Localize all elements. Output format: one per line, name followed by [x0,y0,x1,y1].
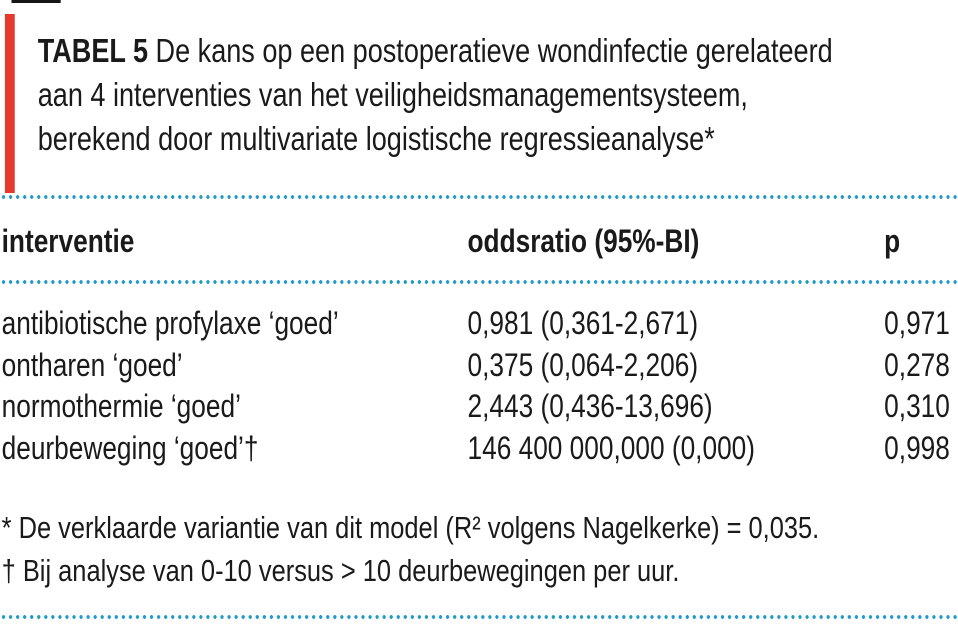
cell-p: 0,310 [884,388,950,424]
header-interventie: interventie [1,223,135,259]
cell-oddsratio: 146 400 000,000 (0,000) [467,429,756,466]
header-p: p [884,223,901,259]
dotted-divider-header [0,279,958,285]
cell-interventie: normothermie ‘goed’ [1,388,241,424]
header-oddsratio: oddsratio (95%-BI) [467,223,700,259]
cell-oddsratio: 0,981 (0,361-2,671) [467,305,699,341]
table-row: normothermie ‘goed’ 2,443 (0,436-13,696)… [0,390,958,432]
cell-p: 0,278 [884,346,950,383]
cell-oddsratio: 2,443 (0,436-13,696) [467,388,713,424]
table-row: deurbeweging ‘goed’† 146 400 000,000 (0,… [0,432,958,474]
table-row: antibiotische profylaxe ‘goed’ 0,981 (0,… [0,307,958,349]
cell-interventie: deurbeweging ‘goed’† [1,429,259,466]
table-body: antibiotische profylaxe ‘goed’ 0,981 (0,… [0,307,958,473]
title-line-3: berekend door multivariate logistische r… [37,120,715,157]
table-header-row: interventie oddsratio (95%-BI) p [0,225,958,259]
footnote-variance: * De verklaarde variantie van dit model … [1,510,820,545]
title-accent-bar [4,14,15,193]
title-line-1: De kans op een postoperatieve wondinfect… [155,32,833,69]
cell-oddsratio: 0,375 (0,064-2,206) [467,346,699,383]
page-edge-rule [11,0,61,3]
title-line-2: aan 4 interventies van het veiligheidsma… [37,76,748,113]
table-title: TABEL 5 De kans op een postoperatieve wo… [38,29,833,161]
table-row: ontharen ‘goed’ 0,375 (0,064-2,206) 0,27… [0,349,958,391]
dotted-divider-top [0,194,958,200]
footnote-dagger: † Bij analyse van 0-10 versus > 10 deurb… [1,553,680,588]
cell-p: 0,971 [884,305,950,341]
cell-interventie: ontharen ‘goed’ [1,346,183,383]
table-number-label: TABEL 5 [37,32,149,69]
cell-interventie: antibiotische profylaxe ‘goed’ [1,305,339,341]
cell-p: 0,998 [884,429,950,466]
dotted-divider-bottom [0,614,958,620]
